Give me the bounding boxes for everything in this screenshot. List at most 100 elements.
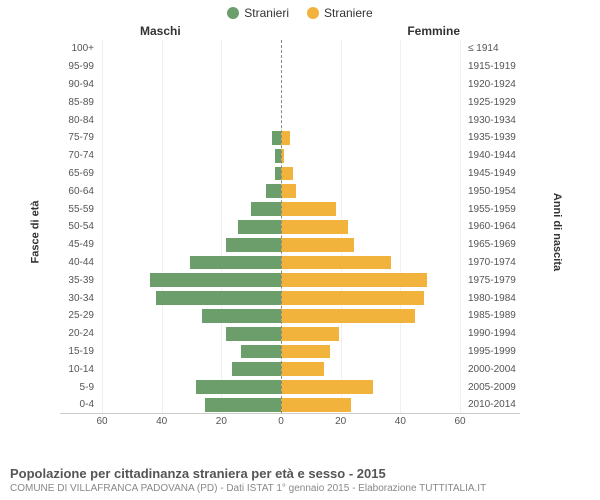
bar-male	[241, 345, 281, 359]
pyramid-row: 40-441970-1974	[60, 254, 520, 272]
pyramid-row: 95-99 1915-1919	[60, 58, 520, 76]
subtitle-female: Femmine	[407, 24, 460, 38]
bar-half-male	[98, 111, 281, 129]
bar-half-male	[98, 200, 281, 218]
x-baseline	[60, 413, 520, 414]
bar-half-male	[98, 129, 281, 147]
legend-item-male: Stranieri	[227, 6, 289, 20]
bar-half-female	[281, 93, 464, 111]
birth-year-label: ≤ 1914	[464, 43, 520, 54]
pyramid-row: 50-541960-1964	[60, 218, 520, 236]
chart-legend: Stranieri Straniere	[0, 0, 600, 22]
birth-year-label: 1925-1929	[464, 97, 520, 108]
x-tick-label: 0	[278, 416, 284, 427]
bar-male	[190, 256, 282, 270]
bar-male	[156, 291, 281, 305]
pyramid-row: 20-241990-1994	[60, 325, 520, 343]
bar-half-male	[98, 93, 281, 111]
birth-year-label: 1950-1954	[464, 186, 520, 197]
bar-half-female	[281, 218, 464, 236]
pyramid-row: 15-19 1995-1999	[60, 343, 520, 361]
bar-half-male	[98, 343, 281, 361]
bar-female	[281, 362, 324, 376]
bar-male	[272, 131, 281, 145]
bar-half-male	[98, 396, 281, 414]
age-label: 65-69	[60, 168, 98, 179]
bar-half-male	[98, 271, 281, 289]
birth-year-label: 1940-1944	[464, 150, 520, 161]
bar-half-female	[281, 182, 464, 200]
legend-swatch-male	[227, 7, 239, 19]
pyramid-row: 25-291985-1989	[60, 307, 520, 325]
bar-half-female	[281, 271, 464, 289]
chart-title: Popolazione per cittadinanza straniera p…	[10, 466, 590, 481]
bar-half-male	[98, 254, 281, 272]
bar-male	[251, 202, 282, 216]
bar-half-male	[98, 218, 281, 236]
pyramid-row: 90-94 1920-1924	[60, 76, 520, 94]
bar-half-female	[281, 254, 464, 272]
bar-female	[281, 291, 424, 305]
chart-source: COMUNE DI VILLAFRANCA PADOVANA (PD) - Da…	[10, 483, 590, 494]
birth-year-label: 2005-2009	[464, 382, 520, 393]
x-tick-label: 20	[216, 416, 227, 427]
bar-half-female	[281, 111, 464, 129]
bar-female	[281, 327, 339, 341]
y-axis-title-left: Fasce di età	[29, 201, 41, 264]
bar-male	[266, 184, 281, 198]
bar-male	[205, 398, 281, 412]
bar-half-male	[98, 236, 281, 254]
age-label: 95-99	[60, 61, 98, 72]
bar-female	[281, 220, 348, 234]
birth-year-label: 1965-1969	[464, 239, 520, 250]
legend-label-female: Straniere	[324, 6, 373, 20]
pyramid-row: 30-341980-1984	[60, 289, 520, 307]
bar-half-male	[98, 360, 281, 378]
bar-half-female	[281, 76, 464, 94]
age-label: 85-89	[60, 97, 98, 108]
x-tick-label: 20	[335, 416, 346, 427]
birth-year-label: 1935-1939	[464, 132, 520, 143]
bar-half-male	[98, 147, 281, 165]
birth-year-label: 1920-1924	[464, 79, 520, 90]
bar-half-male	[98, 76, 281, 94]
bar-female	[281, 380, 373, 394]
pyramid-row: 45-49 1965-1969	[60, 236, 520, 254]
bar-male	[202, 309, 281, 323]
bar-female	[281, 131, 290, 145]
legend-item-female: Straniere	[307, 6, 373, 20]
plot-area: 100+ ≤ 1914 95-99 1915-1919 90-94 1920-1924 85…	[60, 40, 520, 414]
legend-label-male: Stranieri	[244, 6, 289, 20]
bar-half-female	[281, 360, 464, 378]
age-label: 10-14	[60, 364, 98, 375]
birth-year-label: 1975-1979	[464, 275, 520, 286]
age-label: 100+	[60, 43, 98, 54]
bar-male	[226, 238, 281, 252]
bar-female	[281, 184, 296, 198]
bar-half-male	[98, 40, 281, 58]
bar-half-female	[281, 58, 464, 76]
age-label: 15-19	[60, 346, 98, 357]
birth-year-label: 1955-1959	[464, 204, 520, 215]
pyramid-row: 10-142000-2004	[60, 360, 520, 378]
bar-half-male	[98, 325, 281, 343]
birth-year-label: 1915-1919	[464, 61, 520, 72]
bar-female	[281, 273, 427, 287]
age-label: 70-74	[60, 150, 98, 161]
pyramid-row: 70-74 1940-1944	[60, 147, 520, 165]
pyramid-row: 85-89 1925-1929	[60, 93, 520, 111]
age-label: 45-49	[60, 239, 98, 250]
age-label: 80-84	[60, 115, 98, 126]
birth-year-label: 1995-1999	[464, 346, 520, 357]
age-label: 40-44	[60, 257, 98, 268]
pyramid-row: 60-641950-1954	[60, 182, 520, 200]
age-label: 90-94	[60, 79, 98, 90]
bar-male	[226, 327, 281, 341]
age-label: 25-29	[60, 310, 98, 321]
bar-half-male	[98, 58, 281, 76]
pyramid-row: 65-691945-1949	[60, 165, 520, 183]
birth-year-label: 1980-1984	[464, 293, 520, 304]
bar-female	[281, 202, 336, 216]
age-label: 55-59	[60, 204, 98, 215]
x-axis: 6040200204060	[60, 416, 520, 432]
